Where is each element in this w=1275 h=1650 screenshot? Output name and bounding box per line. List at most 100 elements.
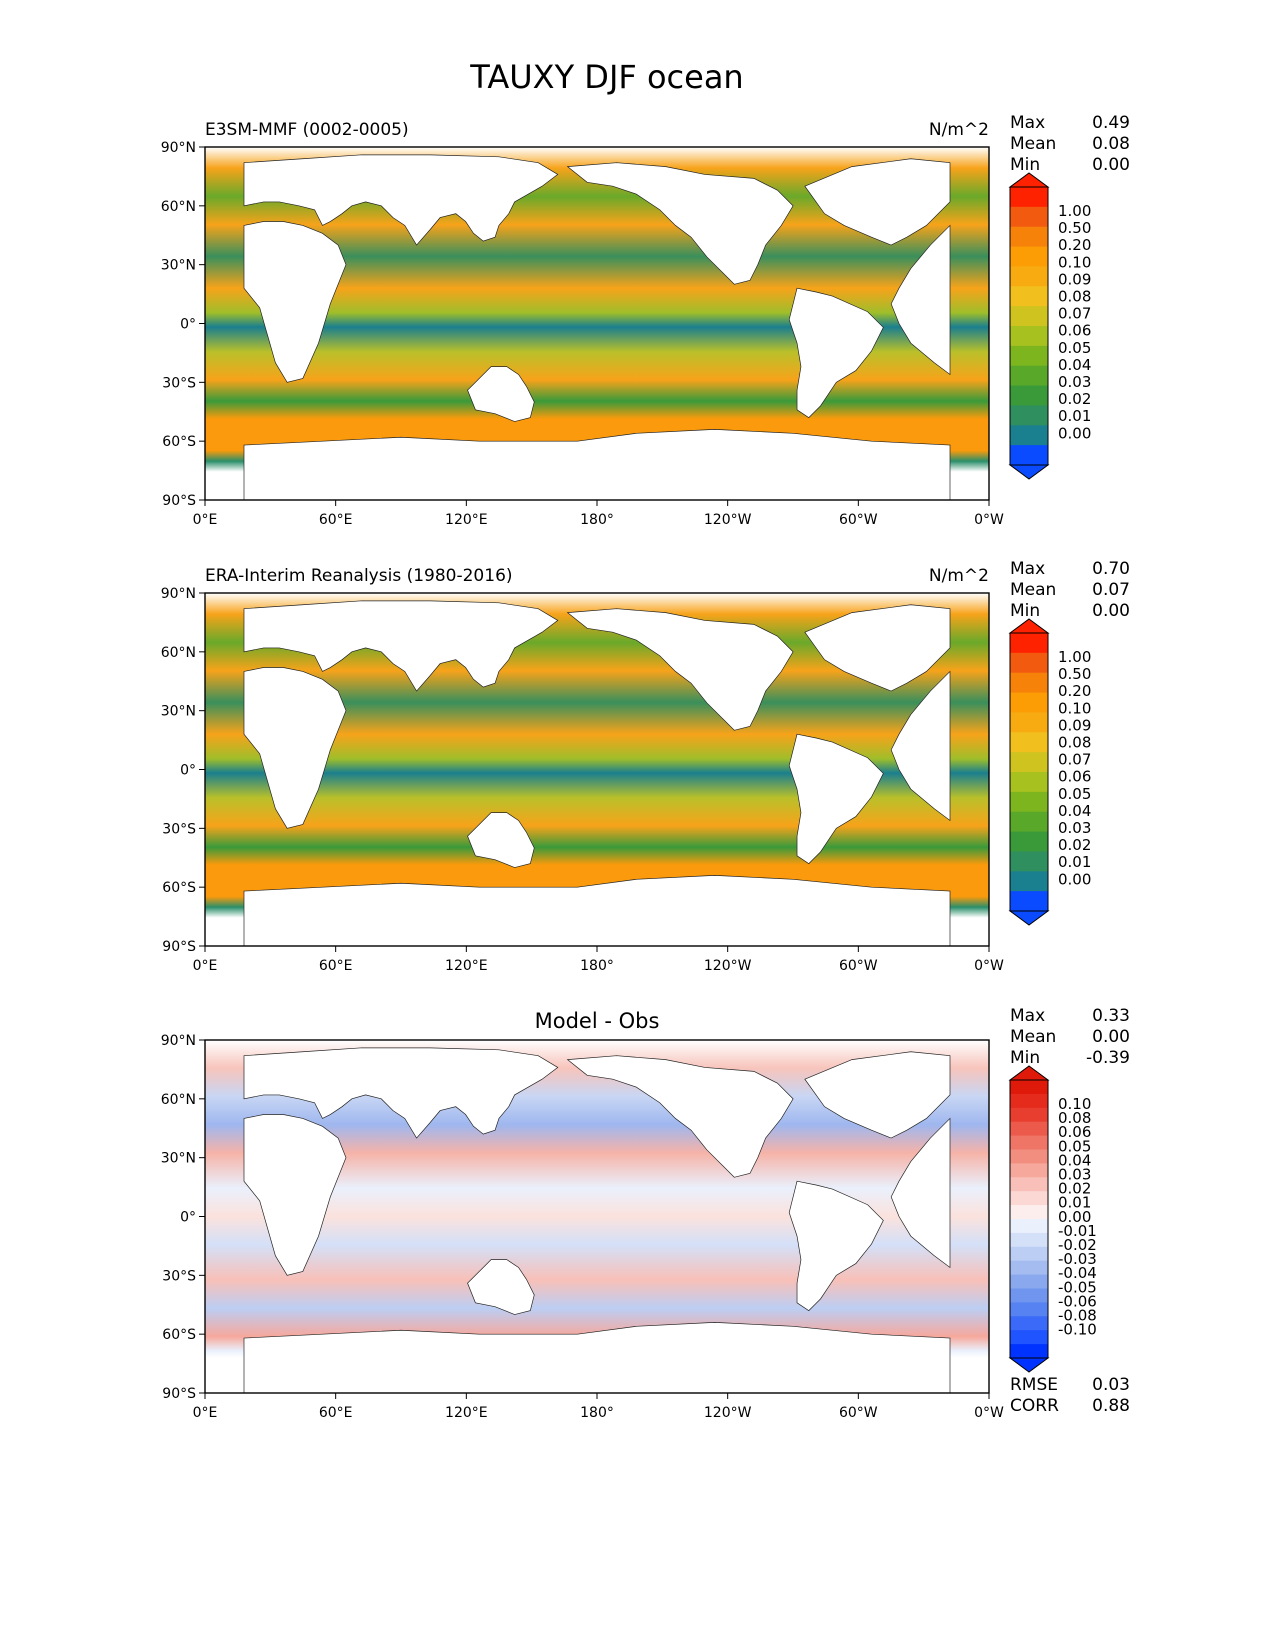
stat-label: Max (1010, 113, 1045, 133)
colorbar-segment (1010, 633, 1048, 654)
colorbar-label: 0.03 (1058, 819, 1091, 837)
colorbar-segment (1010, 1135, 1048, 1151)
panel-title-left: E3SM-MMF (0002-0005) (205, 120, 409, 140)
colorbar-segment (1010, 187, 1048, 208)
y-tick-label: 90°N (161, 1033, 196, 1049)
colorbar-label: -0.10 (1058, 1321, 1097, 1339)
x-tick-label: 60°W (839, 512, 878, 528)
y-tick-label: 60°S (162, 880, 196, 896)
colorbar-segment (1010, 326, 1048, 347)
colorbar-segment (1010, 851, 1048, 872)
colorbar-label: 0.03 (1058, 373, 1091, 391)
colorbar-label: 0.00 (1058, 870, 1091, 888)
stat-value: -0.39 (1086, 1048, 1130, 1068)
colorbar-segment (1010, 1080, 1048, 1095)
colorbar-segment (1010, 1149, 1048, 1164)
x-tick-label: 0°W (974, 512, 1004, 528)
colorbar-segment (1010, 1344, 1048, 1359)
y-tick-label: 30°N (161, 258, 196, 274)
colorbar-label: -0.08 (1058, 1307, 1097, 1325)
y-tick-label: 90°N (161, 140, 196, 156)
y-tick-label: 30°S (162, 1268, 196, 1284)
colorbar-label: 1.00 (1058, 202, 1091, 220)
colorbar-label: 0.01 (1058, 407, 1091, 425)
colorbar-frame (1009, 632, 1049, 912)
colorbar-label: 0.02 (1058, 390, 1091, 408)
panel-units: N/m^2 (929, 120, 989, 140)
metric-label: CORR (1010, 1396, 1059, 1416)
colorbar-label: 0.05 (1058, 1137, 1091, 1155)
colorbar-segment (1010, 345, 1048, 367)
colorbar-label: 0.00 (1058, 424, 1091, 442)
stat-value: 0.70 (1092, 559, 1130, 579)
colorbar-label: 0.02 (1058, 1180, 1091, 1198)
x-tick-label: 0°E (193, 1405, 218, 1421)
y-tick-label: 0° (180, 1210, 196, 1226)
colorbar-label: 0.03 (1058, 1166, 1091, 1184)
colorbar-label: 0.05 (1058, 339, 1091, 357)
colorbar-label: -0.02 (1058, 1236, 1097, 1254)
colorbar-segment (1010, 871, 1048, 892)
x-tick-label: 120°W (704, 512, 752, 528)
y-tick-label: 90°S (162, 939, 196, 955)
colorbar-segment (1010, 891, 1048, 912)
colorbar-segment (1010, 445, 1048, 466)
y-tick-label: 30°N (161, 1151, 196, 1167)
panel-title-center: Model - Obs (535, 1009, 660, 1033)
colorbar-label: 0.06 (1058, 1123, 1091, 1141)
stat-label: Max (1010, 559, 1045, 579)
colorbar-segment (1010, 226, 1048, 248)
stat-value: 0.49 (1092, 113, 1130, 133)
colorbar-segment (1010, 1288, 1048, 1303)
x-tick-label: 180° (580, 1405, 614, 1421)
x-tick-label: 120°E (445, 1405, 488, 1421)
colorbar-segment (1010, 1093, 1048, 1109)
colorbar-segment (1010, 365, 1048, 387)
stat-value: 0.00 (1092, 601, 1130, 621)
y-tick-label: 60°N (161, 645, 196, 661)
x-tick-label: 120°W (704, 958, 752, 974)
stat-label: Max (1010, 1006, 1045, 1026)
colorbar-label: 1.00 (1058, 648, 1091, 666)
stat-value: 0.33 (1092, 1006, 1130, 1026)
colorbar-segment (1010, 811, 1048, 833)
colorbar-segment (1010, 1246, 1048, 1262)
x-tick-label: 180° (580, 958, 614, 974)
colorbar-segment (1010, 1232, 1048, 1248)
colorbar-label: 0.05 (1058, 785, 1091, 803)
colorbar-segment (1010, 772, 1048, 793)
colorbar-label: 0.04 (1058, 802, 1091, 820)
metric-value: 0.88 (1092, 1396, 1130, 1416)
x-tick-label: 60°E (319, 1405, 353, 1421)
y-tick-label: 30°N (161, 704, 196, 720)
colorbar-segment (1010, 732, 1048, 753)
metric-label: RMSE (1010, 1375, 1058, 1395)
stat-value: 0.00 (1092, 155, 1130, 175)
y-tick-label: 90°S (162, 493, 196, 509)
stat-label: Min (1010, 601, 1040, 621)
x-tick-label: 0°E (193, 958, 218, 974)
colorbar-segment (1010, 1219, 1048, 1234)
x-tick-label: 60°E (319, 958, 353, 974)
colorbar-segment (1010, 425, 1048, 446)
x-tick-label: 60°E (319, 512, 353, 528)
colorbar-segment (1010, 385, 1048, 407)
stat-value: 0.07 (1092, 580, 1130, 600)
colorbar-segment (1010, 1316, 1048, 1331)
x-tick-label: 60°W (839, 1405, 878, 1421)
colorbar-label: 0.01 (1058, 1194, 1091, 1212)
colorbar-label: -0.03 (1058, 1250, 1097, 1268)
stat-label: Mean (1010, 134, 1056, 154)
colorbar-segment (1010, 1107, 1048, 1123)
colorbar-label: 0.06 (1058, 322, 1091, 340)
colorbar-label: -0.06 (1058, 1292, 1097, 1310)
colorbar-label: 0.07 (1058, 751, 1091, 769)
colorbar-label: 0.09 (1058, 716, 1091, 734)
y-tick-label: 90°S (162, 1386, 196, 1402)
x-tick-label: 120°W (704, 1405, 752, 1421)
colorbar-label: 0.06 (1058, 768, 1091, 786)
colorbar-extend-min (1008, 464, 1050, 480)
colorbar-label: 0.04 (1058, 356, 1091, 374)
panel-title-left: ERA-Interim Reanalysis (1980-2016) (205, 566, 513, 586)
